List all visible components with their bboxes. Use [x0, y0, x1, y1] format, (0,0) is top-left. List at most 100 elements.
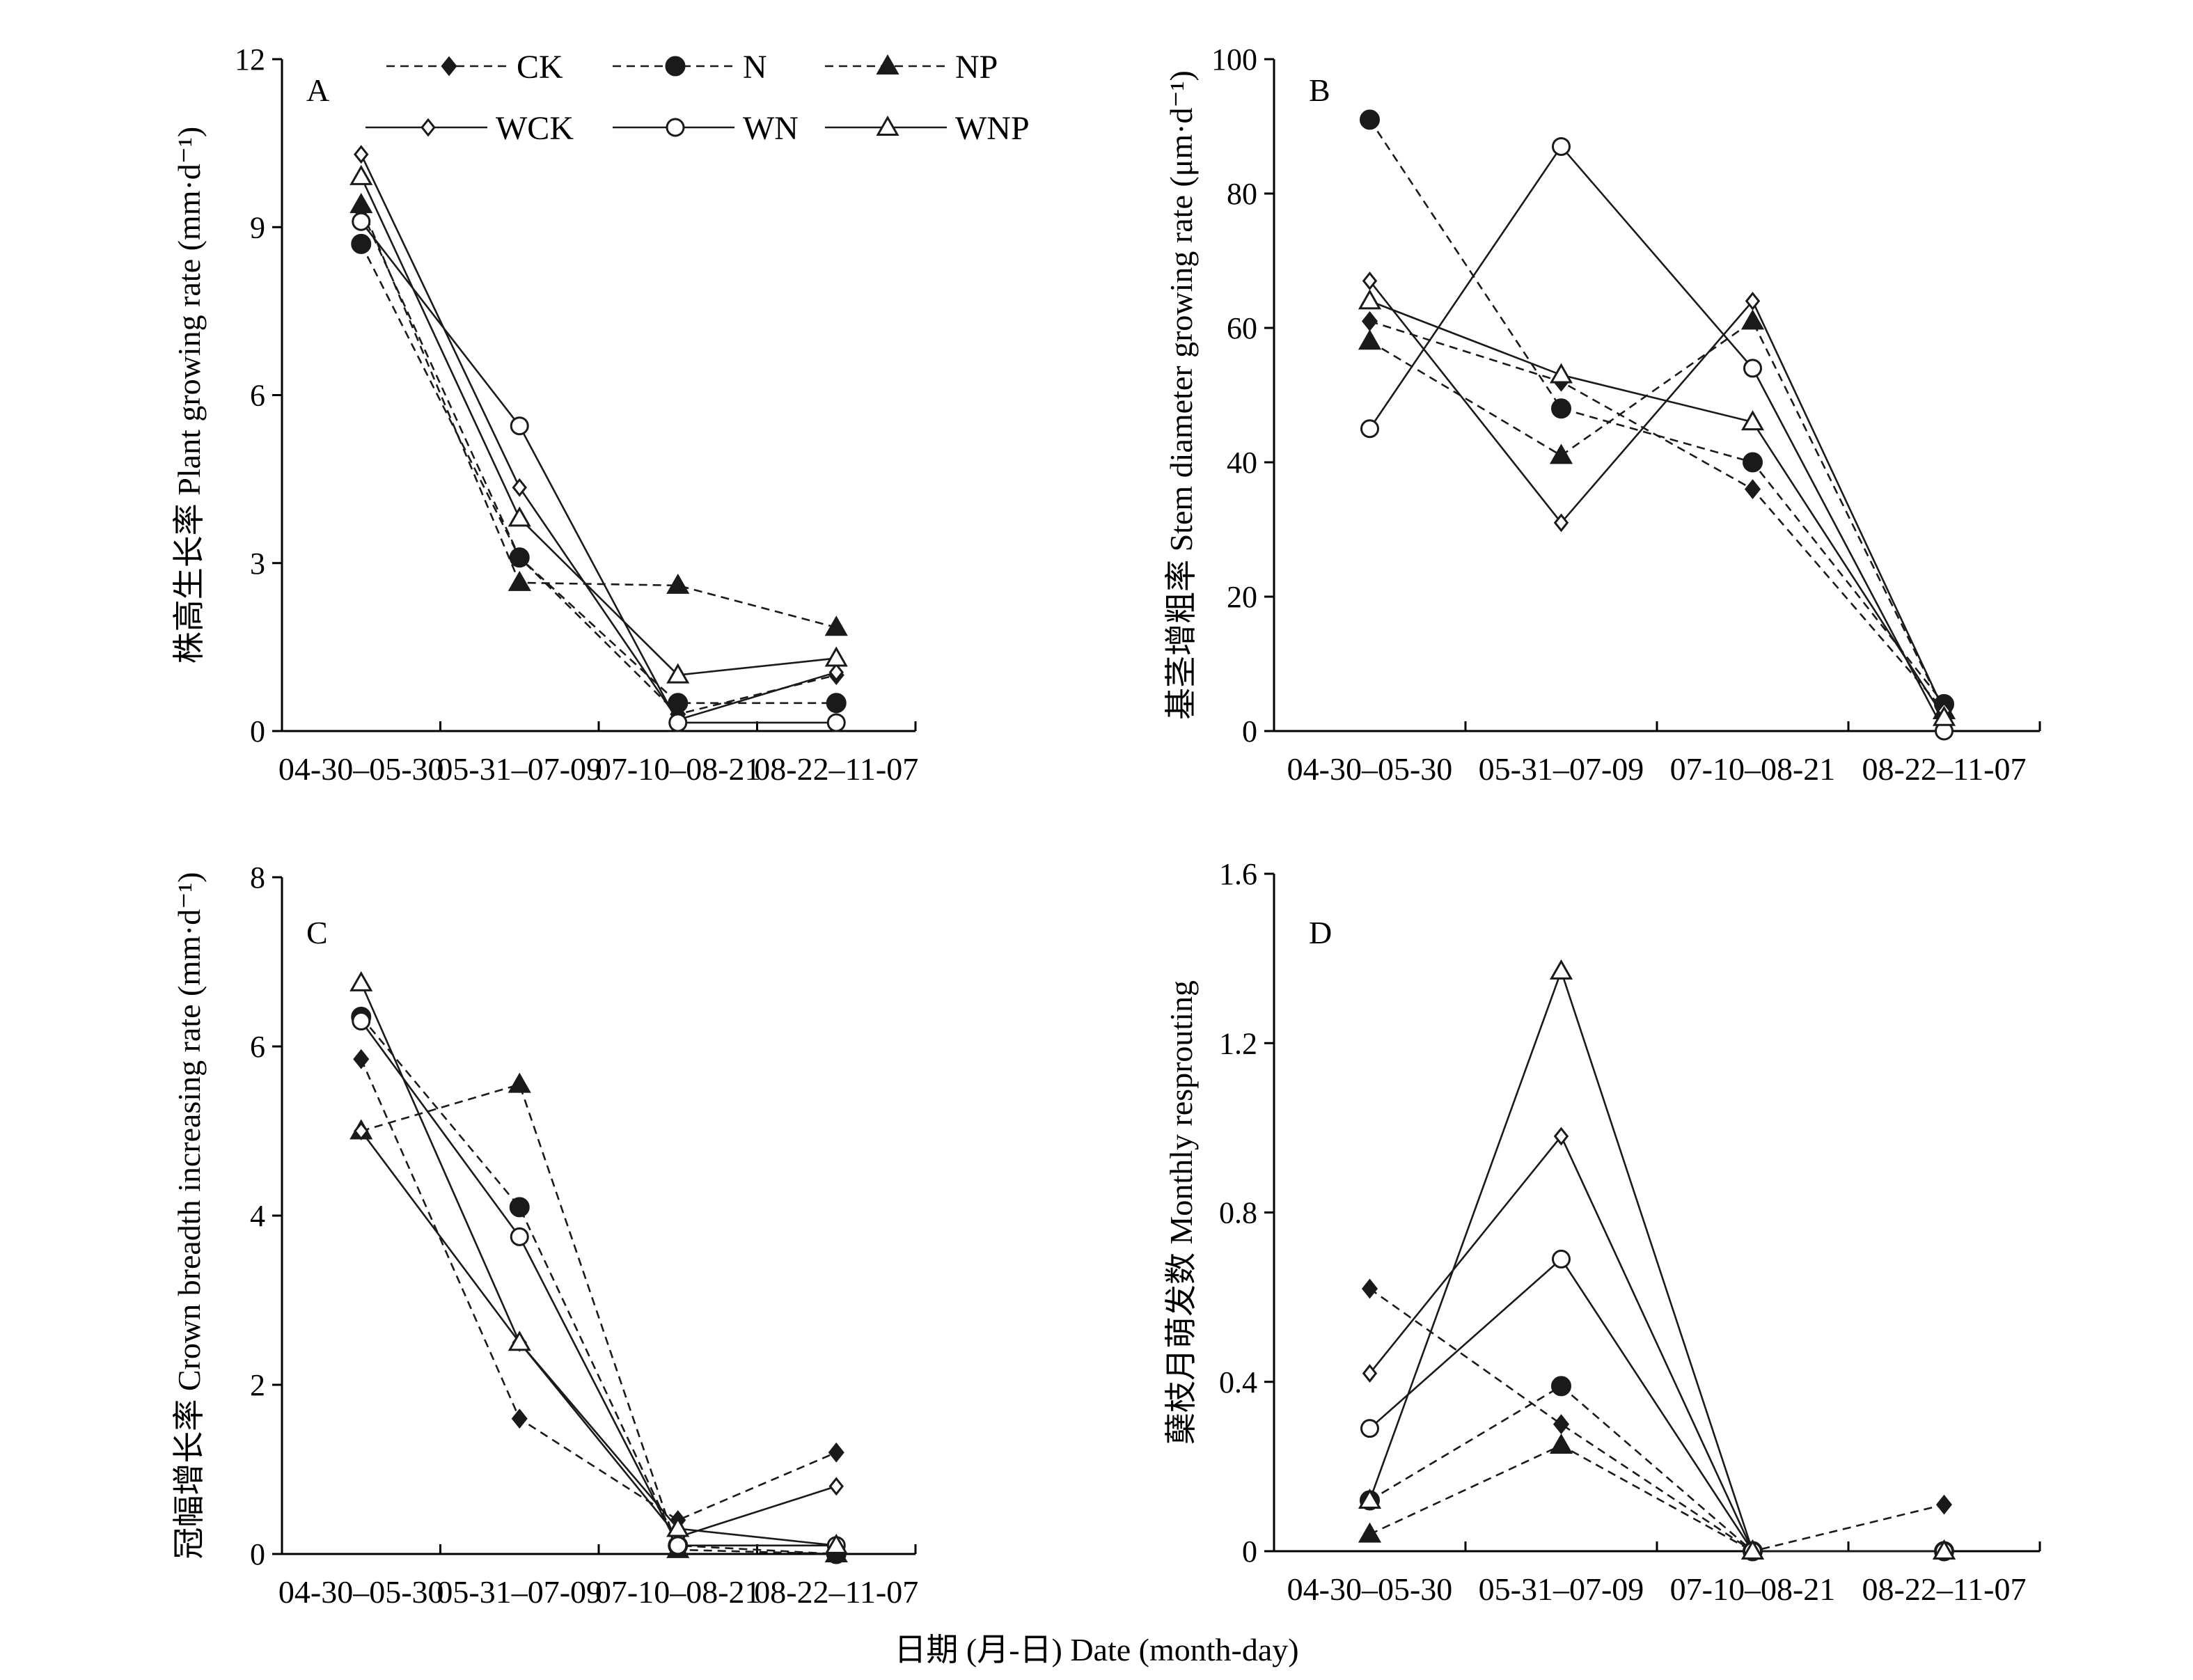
x-tick-label: 05-31–07-09	[1479, 1571, 1644, 1607]
data-point-wn	[1360, 1419, 1379, 1438]
data-point-wck	[1362, 1364, 1378, 1383]
legend-label: WN	[743, 110, 799, 147]
x-tick-label: 04-30–05-30	[278, 1574, 444, 1610]
data-point-ck	[1553, 1414, 1570, 1434]
panels-group: 03691204-30–05-3005-31–07-0907-10–08-210…	[171, 42, 2041, 1610]
x-tick-label: 04-30–05-30	[1287, 751, 1453, 787]
data-point-wck	[1553, 1126, 1569, 1146]
y-axis-title: 冠幅增长率 Crown breadth increasing rate (mm·…	[171, 872, 207, 1559]
series-line-np	[361, 1083, 837, 1555]
series-line-wnp	[360, 176, 837, 676]
data-point-wck	[1745, 291, 1761, 311]
series-line-ck	[1369, 320, 1945, 712]
legend-item-np: NP	[825, 49, 998, 86]
data-point-wnp	[666, 663, 690, 684]
y-tick-label: 0	[1242, 1534, 1257, 1569]
legend-marker-wnp	[876, 115, 899, 136]
data-point-np	[824, 615, 848, 636]
legend-label: CK	[517, 49, 563, 86]
x-tick-label: 07-10–08-21	[1670, 751, 1836, 787]
x-tick-label: 07-10–08-21	[595, 1574, 761, 1610]
series-line-wnp	[1369, 300, 1945, 719]
series-line-wck	[360, 1130, 837, 1539]
panel-c: 0 2 4 6 8 04-30–05-3005-31–07-0907-10–08-2108…	[171, 861, 918, 1610]
x-tick-label: 08-22–11-07	[754, 751, 918, 787]
panel-d: 0 0.4 0.8 1.2 1.6 04-30–05-30 05-31–07-09 07-10…	[1163, 857, 2041, 1607]
data-point-n	[1360, 109, 1380, 130]
data-point-np	[1549, 1433, 1573, 1454]
x-tick-label: 08-22–11-07	[1862, 1571, 2027, 1607]
data-point-np	[508, 570, 531, 591]
data-point-wnp	[1740, 410, 1765, 431]
series-line-wnp	[360, 982, 837, 1547]
data-point-wnp	[508, 1330, 531, 1351]
y-tick-label: 80	[1227, 177, 1257, 211]
y-tick-label: 8	[250, 861, 265, 895]
data-point-wnp	[824, 646, 848, 667]
y-tick-label: 4	[250, 1199, 265, 1233]
y-tick-label: 60	[1227, 311, 1257, 345]
data-point-n	[509, 547, 530, 568]
legend-marker-wck	[420, 118, 436, 137]
data-point-wck	[1553, 513, 1569, 533]
legend-item-ck: CK	[386, 49, 563, 86]
series-line-np	[1369, 1444, 1944, 1553]
data-point-np	[1740, 309, 1765, 330]
y-axis-title: 株高生长率 Plant growing rate (mm·d⁻¹)	[171, 127, 207, 664]
data-point-wnp	[666, 1516, 690, 1537]
legend-marker-ck	[441, 56, 457, 77]
data-point-n	[826, 693, 847, 714]
y-tick-label: 100	[1211, 42, 1257, 77]
panel-b: 0 20 40 60 80 100 04-30–05-30 05-31–07-09 07-10–…	[1163, 42, 2041, 787]
data-point-np	[349, 193, 373, 214]
x-axis-title: 日期 (月-日) Date (month-day)	[894, 1632, 1298, 1667]
data-point-n	[351, 233, 372, 254]
data-point-n	[1551, 398, 1571, 419]
x-tick-label: 07-10–08-21	[1670, 1571, 1836, 1607]
data-point-wnp	[1549, 959, 1573, 980]
data-point-wnp	[349, 971, 373, 991]
series-line-n	[1369, 119, 1945, 705]
series-line-wn	[360, 1020, 837, 1547]
series-line-wn	[360, 221, 837, 724]
data-point-wn	[668, 1536, 688, 1555]
y-tick-label: 0.4	[1219, 1365, 1257, 1399]
series-line-wck	[1369, 280, 1945, 712]
data-point-np	[508, 1072, 531, 1093]
series-line-np	[1369, 320, 1945, 712]
legend-item-n: N	[613, 49, 767, 86]
data-point-wnp	[1740, 1539, 1765, 1560]
series-line-np	[360, 204, 837, 629]
data-point-wnp	[508, 506, 531, 527]
data-point-ck	[1744, 479, 1761, 500]
data-point-wck	[354, 145, 369, 164]
data-point-ck	[1361, 311, 1378, 331]
y-tick-label: 0.8	[1219, 1196, 1257, 1230]
y-tick-label: 1.2	[1219, 1026, 1257, 1060]
data-point-np	[1549, 443, 1573, 464]
legend-label: NP	[955, 49, 998, 86]
data-point-ck	[511, 1408, 528, 1429]
series-line-ck	[1369, 1287, 1944, 1553]
y-tick-label: 2	[250, 1368, 265, 1402]
series-line-ck	[360, 1058, 837, 1521]
data-point-n	[1551, 1376, 1571, 1397]
data-point-wn	[1552, 136, 1571, 156]
data-point-wnp	[1932, 705, 1956, 726]
data-point-ck	[1361, 1278, 1378, 1299]
legend-marker-n	[665, 56, 686, 77]
data-point-n	[1743, 452, 1763, 473]
x-tick-label: 05-31–07-09	[1479, 751, 1644, 787]
data-point-ck	[1935, 1494, 1953, 1515]
data-point-n	[668, 693, 689, 714]
x-tick-label: 08-22–11-07	[754, 1574, 918, 1610]
data-point-wn	[352, 212, 371, 231]
series-line-n	[360, 1016, 837, 1555]
series-line-wn	[1369, 1257, 1944, 1553]
series-line-wnp	[1369, 968, 1944, 1553]
y-tick-label: 6	[250, 379, 265, 413]
y-tick-label: 6	[250, 1030, 265, 1064]
legend-label: N	[743, 49, 767, 86]
y-tick-label: 3	[250, 547, 265, 581]
x-tick-label: 08-22–11-07	[1862, 751, 2027, 787]
